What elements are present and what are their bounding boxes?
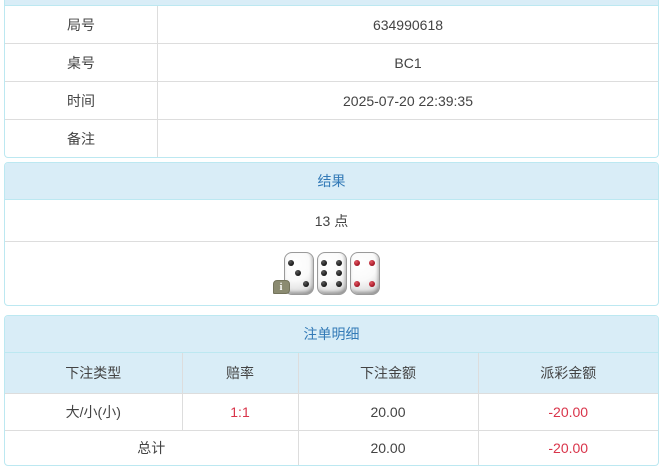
die-face-3: [283, 252, 314, 295]
die-face-4: [349, 252, 380, 295]
row-label: 局号: [5, 6, 158, 43]
result-points-text: 13 点: [314, 212, 349, 229]
column-header-odds: 赔率: [181, 353, 298, 394]
table-row-round-id: 局号 634990618: [5, 6, 658, 43]
row-label: 时间: [5, 82, 158, 119]
dice-row: i: [5, 242, 658, 305]
die-face-6: [316, 252, 347, 295]
row-value: BC1: [394, 54, 422, 71]
die-pip: [335, 280, 342, 287]
bet-row: 大/小(小) 1:1 20.00 -20.00: [5, 393, 658, 431]
row-value: 2025-07-20 22:39:35: [343, 92, 473, 109]
die-pip: [321, 260, 328, 267]
table-row-table-id: 桌号 BC1: [5, 43, 658, 81]
die-pip: [368, 280, 375, 287]
bet-odds-cell: 1:1: [181, 393, 298, 431]
bets-panel: 注单明细 下注类型 赔率 下注金额 派彩金额 大/小(小) 1:1 20.00 …: [4, 315, 659, 466]
result-panel: 结果 13 点 i: [4, 162, 659, 306]
table-row-remark: 备注: [5, 119, 658, 157]
row-label: 备注: [5, 120, 158, 157]
table-row-time: 时间 2025-07-20 22:39:35: [5, 81, 658, 119]
info-icon[interactable]: i: [272, 280, 290, 294]
total-payout-cell: -20.00: [477, 430, 658, 465]
bets-table-header-row: 下注类型 赔率 下注金额 派彩金额: [5, 353, 658, 394]
row-value: 634990618: [372, 16, 444, 33]
bet-payout-cell: -20.00: [477, 393, 658, 431]
column-header-amount: 下注金额: [297, 353, 478, 394]
result-panel-title: 结果: [5, 163, 658, 200]
info-panel: 局号 634990618 桌号 BC1 时间 2025-07-20 22:39:…: [4, 0, 659, 158]
die-pip: [335, 270, 342, 277]
info-table: 局号 634990618 桌号 BC1 时间 2025-07-20 22:39:…: [5, 6, 658, 157]
die-pip: [302, 280, 309, 287]
info-panel-header-strip: [5, 0, 658, 6]
die-pip: [321, 280, 328, 287]
bets-panel-title: 注单明细: [5, 316, 658, 353]
total-row: 总计 20.00 -20.00: [5, 430, 658, 465]
die-pip: [288, 260, 295, 267]
total-amount-cell: 20.00: [297, 430, 478, 465]
bet-amount-cell: 20.00: [297, 393, 478, 431]
die-pip: [368, 260, 375, 267]
bet-type-cell: 大/小(小): [5, 393, 182, 431]
die-pip: [354, 260, 361, 267]
die-pip: [335, 260, 342, 267]
result-points: 13 点: [5, 200, 658, 242]
column-header-bet-type: 下注类型: [5, 353, 182, 394]
dice-strip: i: [272, 252, 380, 295]
total-label-cell: 总计: [5, 430, 298, 465]
bets-table: 下注类型 赔率 下注金额 派彩金额 大/小(小) 1:1 20.00 -20.0…: [5, 353, 658, 465]
column-header-payout: 派彩金额: [477, 353, 658, 394]
die-pip: [354, 280, 361, 287]
row-label: 桌号: [5, 44, 158, 81]
die-pip: [295, 270, 302, 277]
die-pip: [321, 270, 328, 277]
